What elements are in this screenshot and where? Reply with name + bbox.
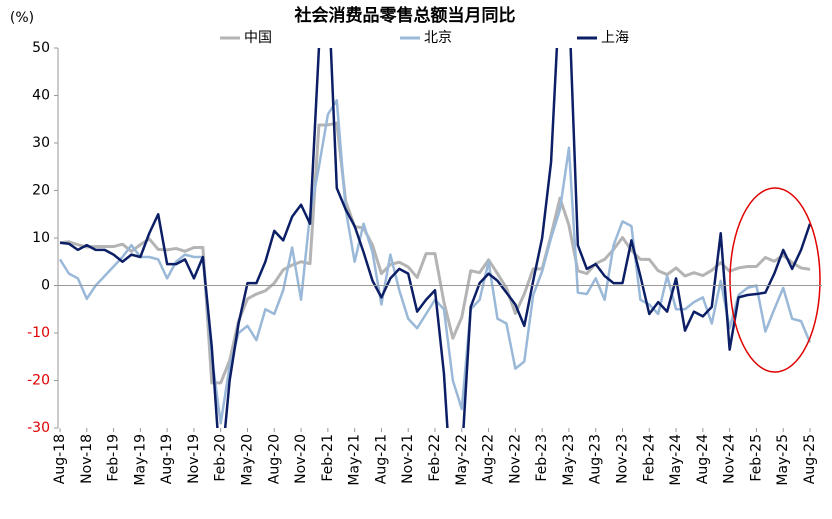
chart-title: 社会消费品零售总额当月同比: [294, 5, 516, 26]
x-tick-label: Nov-23: [615, 434, 631, 484]
x-tick-label: May-21: [347, 434, 363, 486]
x-tick-label: Aug-22: [481, 434, 497, 484]
x-tick-label: Feb-21: [320, 434, 336, 482]
x-tick-label: Aug-20: [266, 434, 282, 484]
highlight-ellipse: [729, 187, 821, 373]
x-tick-label: Feb-20: [213, 434, 229, 482]
y-tick-label: -30: [27, 420, 50, 436]
x-tick-label: Aug-18: [52, 434, 68, 484]
x-tick-label: Aug-21: [373, 434, 389, 484]
y-tick-label: 40: [32, 88, 50, 104]
legend-label: 北京: [424, 30, 452, 46]
x-tick-label: Nov-19: [186, 434, 202, 484]
x-tick-label: May-24: [668, 434, 684, 486]
x-tick-label: Aug-24: [695, 434, 711, 484]
x-tick-label: Nov-20: [293, 434, 309, 484]
y-tick-label: 20: [32, 183, 50, 199]
plot-area: [58, 48, 812, 428]
x-tick-label: Aug-23: [588, 434, 604, 484]
x-tick-label: Aug-19: [159, 434, 175, 484]
y-tick-label: 10: [32, 230, 50, 246]
y-tick-label: 0: [41, 278, 50, 294]
y-axis-label: (%): [10, 10, 34, 26]
x-tick-label: Nov-24: [722, 434, 738, 484]
x-tick-label: May-23: [561, 434, 577, 486]
x-tick-label: May-20: [240, 434, 256, 486]
x-tick-label: Feb-23: [534, 434, 550, 482]
x-tick-label: Nov-22: [507, 434, 523, 484]
x-tick-label: Feb-19: [106, 434, 122, 482]
series-line: [59, 48, 812, 428]
x-tick-label: May-22: [454, 434, 470, 486]
y-tick-label: 50: [32, 40, 50, 56]
y-tick-label: -10: [27, 325, 50, 341]
x-tick-label: Feb-22: [427, 434, 443, 482]
x-tick-label: Nov-21: [400, 434, 416, 484]
x-tick-label: Nov-18: [79, 434, 95, 484]
legend-label: 上海: [601, 30, 629, 46]
x-tick-label: May-25: [775, 434, 791, 486]
x-tick-label: Aug-25: [802, 434, 818, 484]
x-tick-label: Feb-25: [748, 434, 764, 482]
y-tick-label: 30: [32, 135, 50, 151]
legend-label: 中国: [244, 30, 272, 46]
x-tick-label: May-19: [132, 434, 148, 486]
x-tick-label: Feb-24: [641, 434, 657, 482]
y-tick-label: -20: [27, 373, 50, 389]
series-line: [59, 121, 811, 385]
